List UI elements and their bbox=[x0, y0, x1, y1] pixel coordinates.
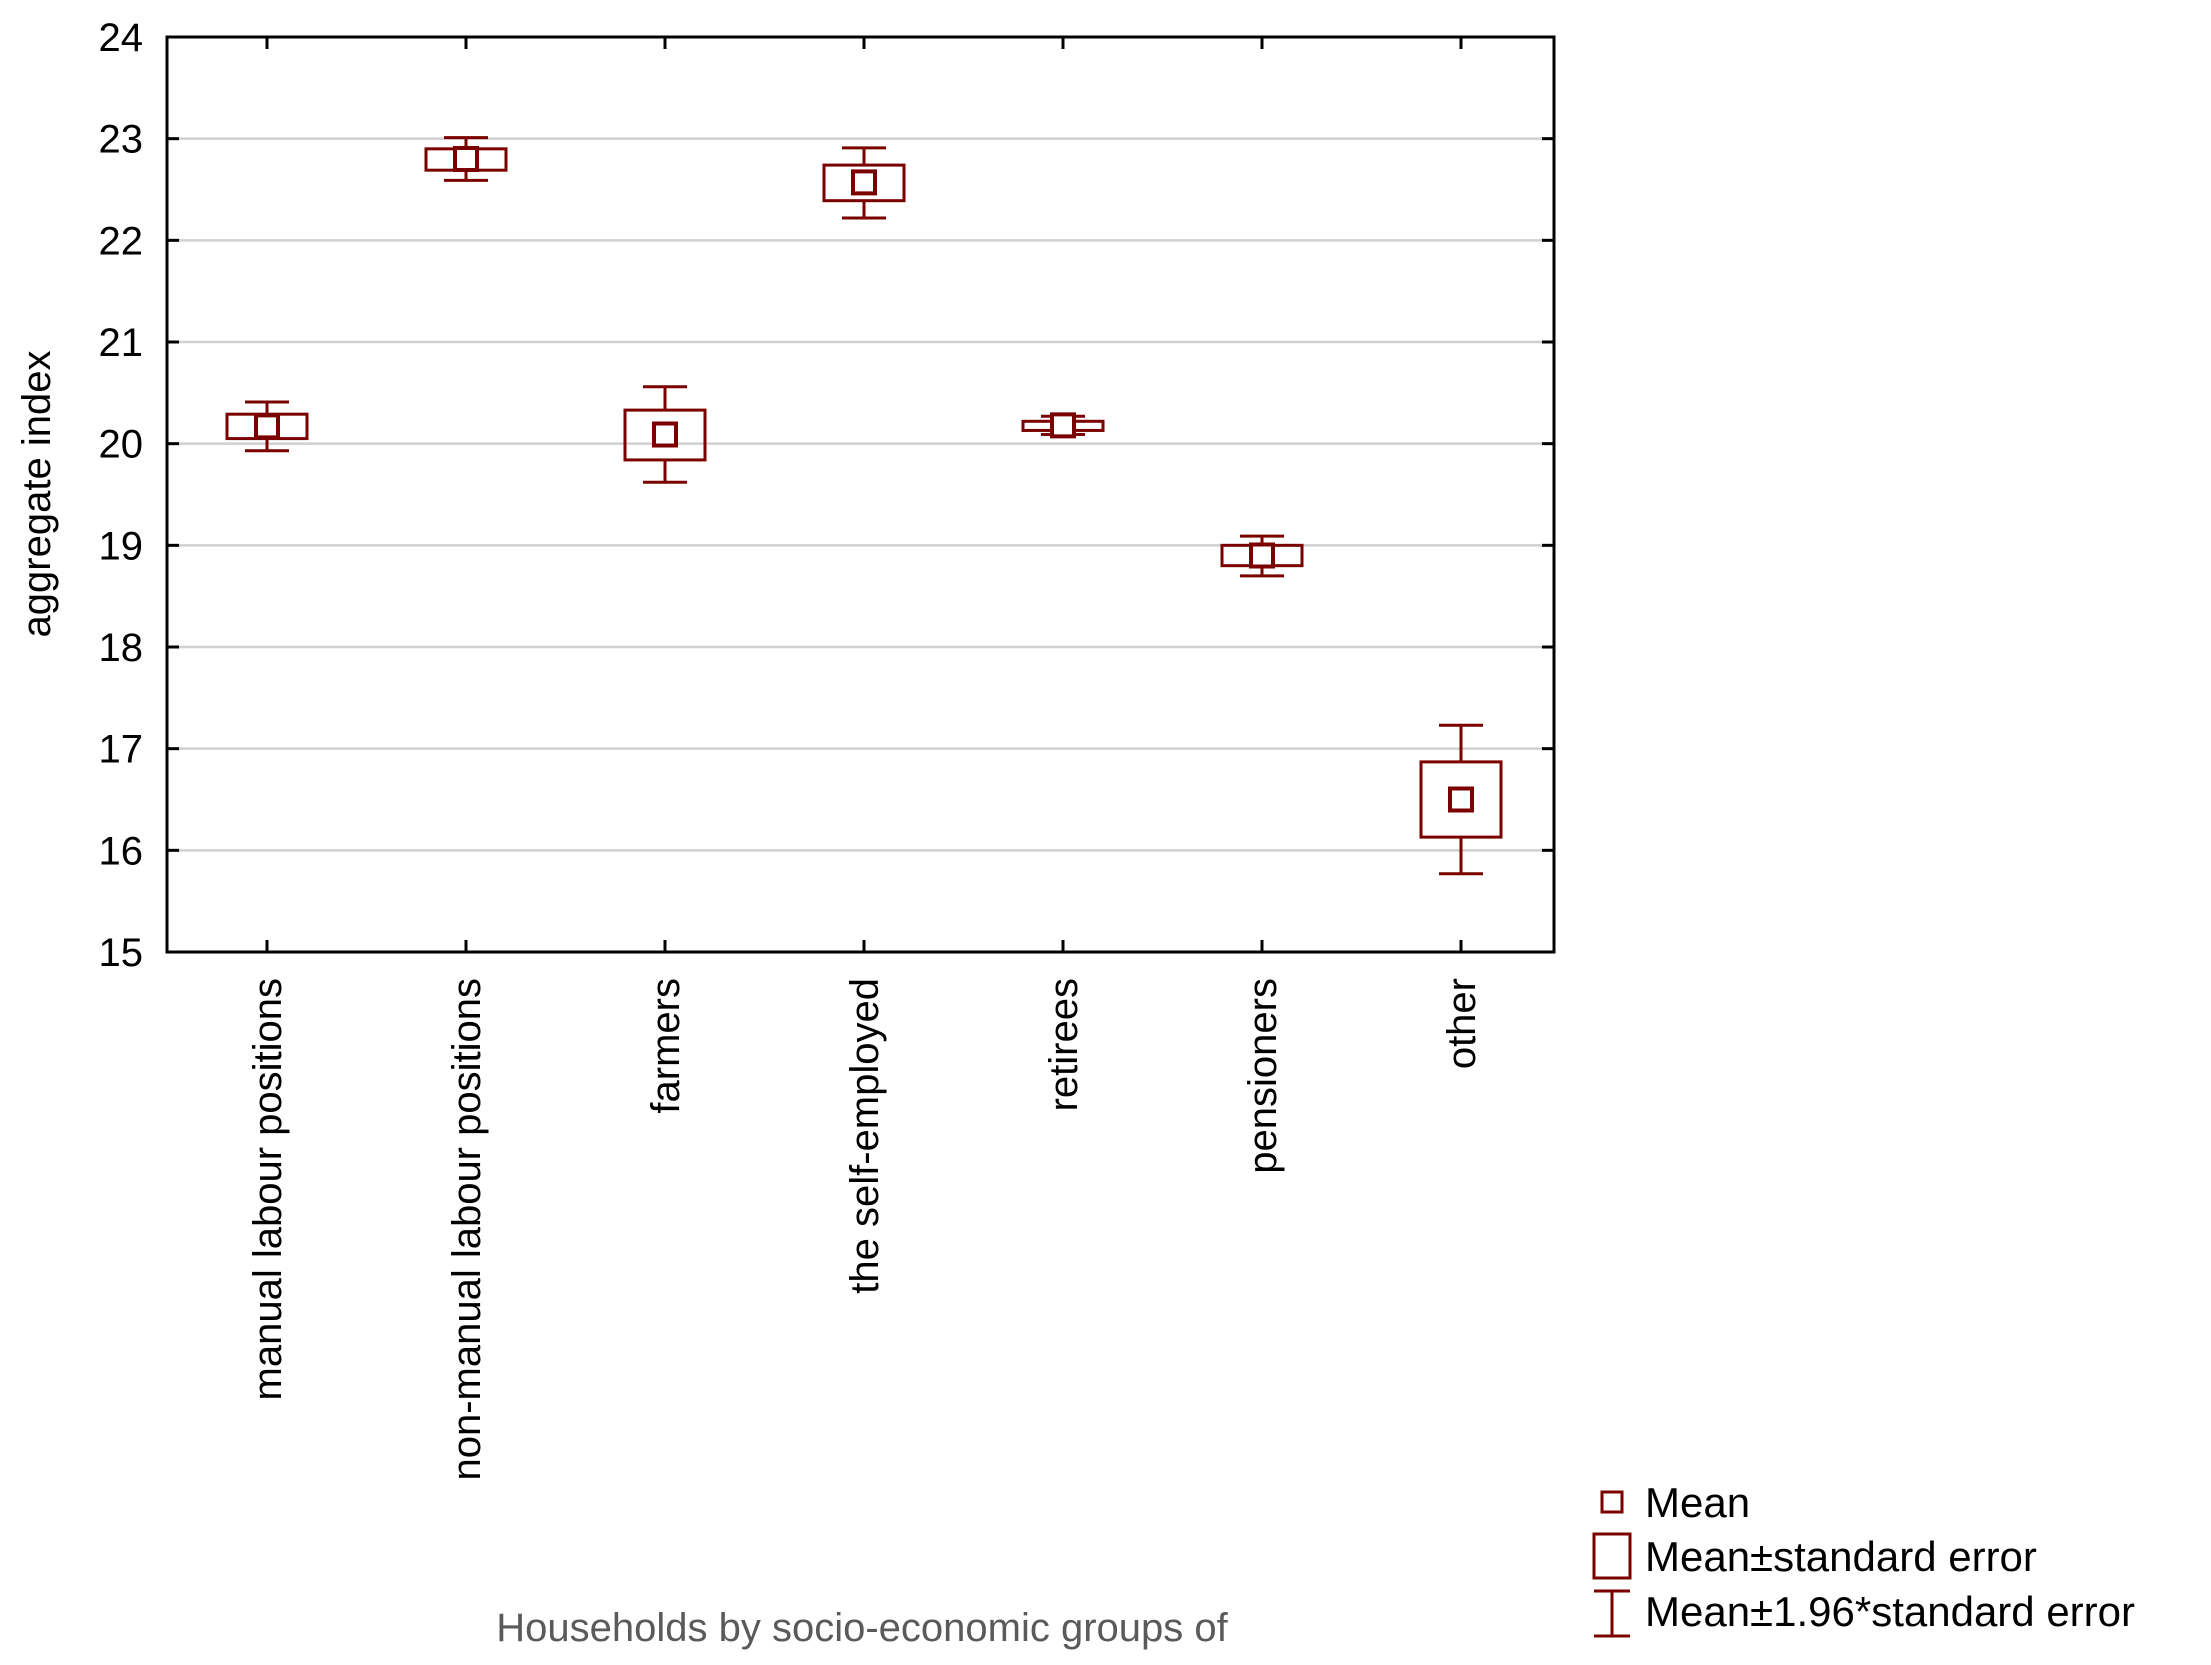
y-tick-label: 15 bbox=[99, 931, 144, 975]
legend-ci-label: Mean±1.96*standard error bbox=[1645, 1588, 2135, 1635]
mean-marker bbox=[1050, 412, 1076, 439]
x-category-label: farmers bbox=[644, 978, 688, 1114]
category-4-marks bbox=[1021, 412, 1105, 439]
mean-marker bbox=[851, 169, 877, 196]
x-axis-title: Households by socio-economic groups of bbox=[496, 1606, 1228, 1650]
y-axis-title: aggregate index bbox=[15, 351, 59, 638]
y-tick-label: 24 bbox=[99, 16, 144, 60]
x-category-label: manual labour positions bbox=[246, 978, 290, 1400]
y-tick-label: 17 bbox=[99, 728, 144, 772]
se-box bbox=[1419, 760, 1503, 839]
plot-frame bbox=[165, 35, 1556, 954]
legend-se-label: Mean±standard error bbox=[1645, 1533, 2037, 1580]
y-tick-label: 19 bbox=[99, 524, 144, 568]
chart-marks bbox=[225, 136, 1503, 876]
x-category-label: retirees bbox=[1042, 978, 1086, 1111]
y-axis: 15 16 17 18 19 20 21 22 23 24 bbox=[99, 16, 1554, 975]
mean-marker bbox=[254, 413, 280, 440]
x-category-label: other bbox=[1440, 978, 1484, 1069]
legend-mean-label: Mean bbox=[1645, 1479, 1750, 1526]
legend-mean-symbol bbox=[1600, 1490, 1624, 1514]
mean-marker bbox=[1448, 786, 1474, 813]
grid-lines bbox=[167, 137, 1554, 852]
y-tick-label: 18 bbox=[99, 626, 144, 670]
x-category-label: the self-employed bbox=[843, 978, 887, 1294]
mean-marker bbox=[1249, 542, 1275, 569]
mean-marker bbox=[652, 421, 678, 448]
se-box bbox=[822, 163, 906, 203]
y-tick-label: 21 bbox=[99, 321, 144, 365]
x-axis: manual labour positions non-manual labour… bbox=[246, 37, 1484, 1481]
x-category-label: pensioners bbox=[1241, 978, 1285, 1174]
category-3-marks bbox=[822, 146, 906, 220]
category-6-marks bbox=[1419, 723, 1503, 876]
category-1-marks bbox=[424, 136, 508, 182]
category-0-marks bbox=[225, 400, 309, 453]
se-box bbox=[623, 408, 707, 462]
legend-se-symbol bbox=[1592, 1532, 1632, 1580]
y-tick-label: 23 bbox=[99, 118, 144, 162]
category-5-marks bbox=[1220, 534, 1304, 578]
y-tick-label: 16 bbox=[99, 829, 144, 873]
legend: Mean Mean±standard error Mean±1.96*standar… bbox=[1592, 1479, 2135, 1638]
mean-marker bbox=[453, 146, 479, 172]
category-2-marks bbox=[623, 385, 707, 484]
y-tick-label: 20 bbox=[99, 423, 144, 467]
y-tick-label: 22 bbox=[99, 219, 144, 263]
x-category-label: non-manual labour positions bbox=[445, 978, 489, 1481]
